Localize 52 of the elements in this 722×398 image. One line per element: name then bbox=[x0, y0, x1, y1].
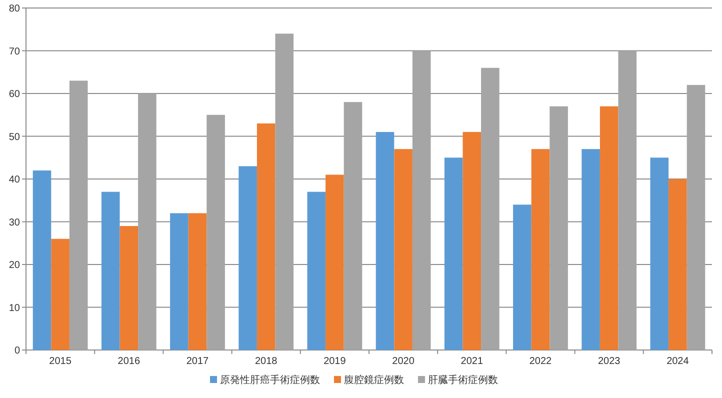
x-tick-label: 2018 bbox=[254, 356, 278, 367]
bar bbox=[256, 123, 276, 350]
legend-label: 腹腔鏡症例数 bbox=[344, 374, 404, 386]
x-tick-label: 2023 bbox=[598, 356, 621, 367]
bar bbox=[275, 34, 294, 350]
x-tick-label: 2017 bbox=[186, 356, 210, 367]
x-tick-label: 2022 bbox=[529, 356, 552, 367]
bar bbox=[513, 204, 532, 350]
y-tick-label: 10 bbox=[8, 302, 20, 314]
bar bbox=[582, 149, 600, 350]
bar bbox=[668, 179, 687, 350]
bar bbox=[138, 94, 156, 350]
y-tick-label: 0 bbox=[14, 346, 20, 356]
bar bbox=[344, 102, 362, 350]
bar bbox=[101, 192, 120, 350]
x-tick-label: 2015 bbox=[49, 356, 72, 367]
y-tick-label: 50 bbox=[8, 132, 20, 143]
bar bbox=[444, 158, 463, 350]
x-tick-label: 2020 bbox=[392, 356, 415, 367]
y-tick-label: 70 bbox=[8, 46, 20, 58]
y-tick-label: 60 bbox=[8, 89, 20, 100]
bar bbox=[120, 226, 138, 350]
bar bbox=[326, 174, 344, 350]
bar bbox=[686, 84, 706, 350]
legend-label: 原発性肝癌手術症例数 bbox=[220, 374, 320, 386]
x-tick-label: 2019 bbox=[324, 356, 346, 367]
y-tick-label: 40 bbox=[8, 174, 20, 186]
bar bbox=[170, 213, 188, 350]
bar bbox=[481, 68, 500, 350]
bar bbox=[376, 132, 394, 350]
bar bbox=[51, 238, 70, 350]
legend-label: 肝臓手術症例数 bbox=[428, 374, 498, 386]
bar bbox=[618, 50, 637, 350]
bar bbox=[394, 149, 412, 350]
bar bbox=[462, 132, 482, 350]
x-tick-label: 2024 bbox=[666, 356, 690, 367]
bar bbox=[412, 50, 431, 350]
bar bbox=[600, 106, 618, 350]
bar bbox=[69, 80, 88, 350]
x-tick-label: 2016 bbox=[118, 356, 140, 367]
y-tick-label: 30 bbox=[8, 217, 20, 228]
bar bbox=[238, 166, 257, 350]
bar bbox=[188, 213, 207, 350]
y-tick-label: 20 bbox=[8, 260, 20, 271]
x-tick-label: 2021 bbox=[460, 356, 484, 367]
bar bbox=[206, 114, 225, 350]
y-tick-label: 80 bbox=[8, 4, 20, 14]
bar bbox=[550, 106, 568, 350]
bar bbox=[531, 149, 550, 350]
bar bbox=[32, 170, 52, 350]
bar bbox=[650, 158, 669, 350]
bar bbox=[307, 192, 326, 350]
